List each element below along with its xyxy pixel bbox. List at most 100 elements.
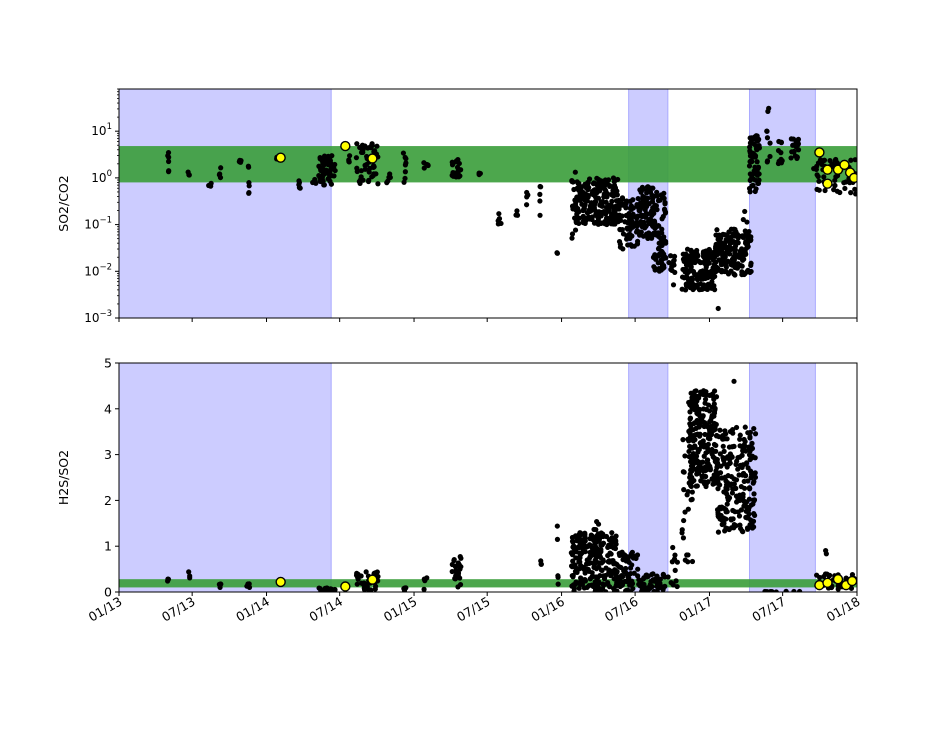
data-point [455,167,461,173]
data-point [672,552,678,558]
data-point [719,475,725,481]
data-point [736,472,742,478]
data-point [572,568,579,575]
data-point [524,194,530,200]
data-point [402,169,408,175]
data-point [747,434,753,440]
y-tick-base: 10 [84,218,99,232]
data-point [687,471,693,477]
data-point [764,135,771,141]
data-point [691,282,697,288]
data-point [537,212,543,218]
data-point [679,527,685,533]
data-point [751,491,757,497]
data-point [569,178,575,185]
data-point [354,168,360,175]
data-point [691,393,697,399]
data-point [739,452,745,458]
data-point [366,177,372,183]
data-point [699,286,706,292]
data-point [449,172,455,178]
data-point [645,232,651,238]
data-point [722,254,728,260]
shaded-period-1 [119,363,332,592]
data-point [729,256,736,262]
data-point [691,477,697,484]
data-point [612,185,618,191]
data-point [449,162,456,168]
data-point [671,257,677,263]
data-point [793,138,799,144]
data-point [655,198,662,204]
data-point [694,471,700,477]
data-point [457,173,463,179]
data-point [709,392,716,398]
data-point [582,532,588,539]
data-point [366,587,372,592]
data-point [698,478,704,484]
data-point [705,446,711,452]
data-point [749,183,755,189]
data-point [735,509,741,515]
data-point [498,220,504,227]
data-point [827,157,833,164]
data-point [752,474,759,480]
data-point [622,554,628,560]
data-point [703,268,709,274]
data-point [628,551,635,557]
data-point [629,233,635,239]
data-point [754,136,761,143]
data-point [631,570,637,576]
data-point [589,191,595,197]
data-point [749,453,756,459]
data-point [733,523,739,529]
data-point [368,143,374,149]
data-point [751,511,757,517]
data-point [731,262,737,268]
data-point [630,224,636,230]
data-point [742,473,748,479]
data-point [425,162,431,169]
data-point [698,417,704,423]
data-point [737,497,743,504]
data-point [674,583,680,590]
data-point [605,177,612,183]
data-point [623,201,629,207]
data-point [656,268,662,274]
data-point [727,482,733,488]
data-point [421,586,427,592]
data-point [730,430,736,436]
data-point [568,550,574,556]
data-point [741,498,747,504]
data-point [513,212,519,218]
data-point [656,253,662,259]
data-point [634,215,640,221]
data-point [555,581,561,587]
highlight-point [822,577,833,589]
data-point [585,214,592,220]
data-point [655,222,661,229]
data-point [588,202,594,208]
data-point [573,549,579,555]
data-point [821,174,827,180]
data-point [688,423,694,429]
data-point [609,530,615,536]
data-point [554,250,560,256]
data-point [569,235,575,241]
data-point [649,571,655,578]
data-point [724,509,730,515]
highlight-point [848,172,857,184]
data-point [660,587,666,592]
data-point [709,404,715,410]
data-point [715,529,722,535]
data-point [371,149,377,155]
data-point [218,165,224,171]
data-point [421,160,427,166]
data-point [661,239,667,245]
data-point [578,197,584,203]
data-point [659,230,665,236]
data-point [598,534,604,540]
data-point [599,203,605,209]
data-point [354,581,360,587]
data-point [832,182,838,189]
